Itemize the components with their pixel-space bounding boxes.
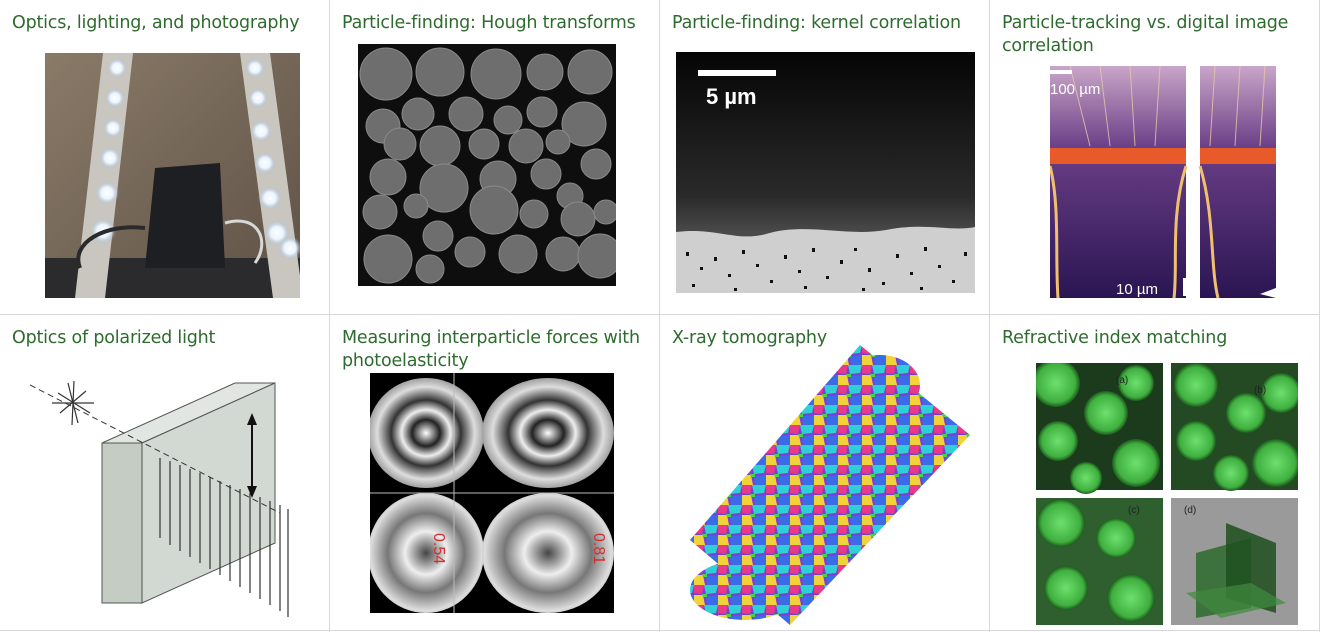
panel-refractive-index[interactable]: Refractive index matching (a) (b) (c) [990, 315, 1319, 630]
panel-title: Particle-finding: Hough transforms [342, 13, 636, 33]
scale-label-100um: 100 µm [1050, 81, 1100, 98]
divider [329, 0, 330, 632]
panel-ptv-vs-dic[interactable]: Particle-tracking vs. digital image corr… [990, 0, 1319, 314]
panel-xray-tomography[interactable]: X-ray tomography [660, 315, 989, 630]
panel-title: Particle-finding: kernel correlation [672, 13, 961, 33]
force-value-right: 0.81 [590, 533, 607, 564]
subfig-label-a: (a) [1116, 375, 1128, 386]
led-strip-photo [45, 53, 300, 298]
panel-hough-transforms[interactable]: Particle-finding: Hough transforms [330, 0, 659, 314]
divider [659, 0, 660, 632]
divider [989, 0, 990, 632]
panel-title: Optics of polarized light [12, 328, 216, 348]
photoelastic-image: 0.54 0.81 [370, 373, 614, 613]
panel-photoelasticity[interactable]: Measuring interparticle forces with phot… [330, 315, 659, 630]
polarizer-diagram [30, 380, 289, 617]
divider [0, 314, 1320, 315]
subfig-label-b: (b) [1254, 385, 1266, 396]
force-value-left: 0.54 [430, 533, 447, 564]
panel-title: Particle-tracking vs. digital image corr… [1002, 13, 1289, 56]
panel-optics-lighting[interactable]: Optics, lighting, and photography [0, 0, 329, 314]
subfig-label-c: (c) [1128, 505, 1140, 516]
hough-particles-image [358, 44, 616, 286]
panel-title: X-ray tomography [672, 328, 827, 348]
index-matching-images: (a) (b) (c) (d) [1036, 363, 1298, 625]
ptv-dic-image: 100 µm 10 µm [1050, 66, 1276, 298]
panel-polarized-light[interactable]: Optics of polarized light [0, 315, 329, 630]
scale-label-10um: 10 µm [1116, 281, 1158, 298]
panel-title: Refractive index matching [1002, 328, 1228, 348]
divider [0, 630, 1320, 631]
panel-title: Optics, lighting, and photography [12, 13, 300, 33]
panel-kernel-correlation[interactable]: Particle-finding: kernel correlation [660, 0, 989, 314]
tomography-render [690, 345, 970, 625]
subfig-label-d: (d) [1184, 505, 1196, 516]
scale-bar-label: 5 µm [706, 84, 757, 109]
kernel-correlation-image: 5 µm [676, 52, 975, 293]
panel-title: Measuring interparticle forces with phot… [342, 328, 640, 371]
